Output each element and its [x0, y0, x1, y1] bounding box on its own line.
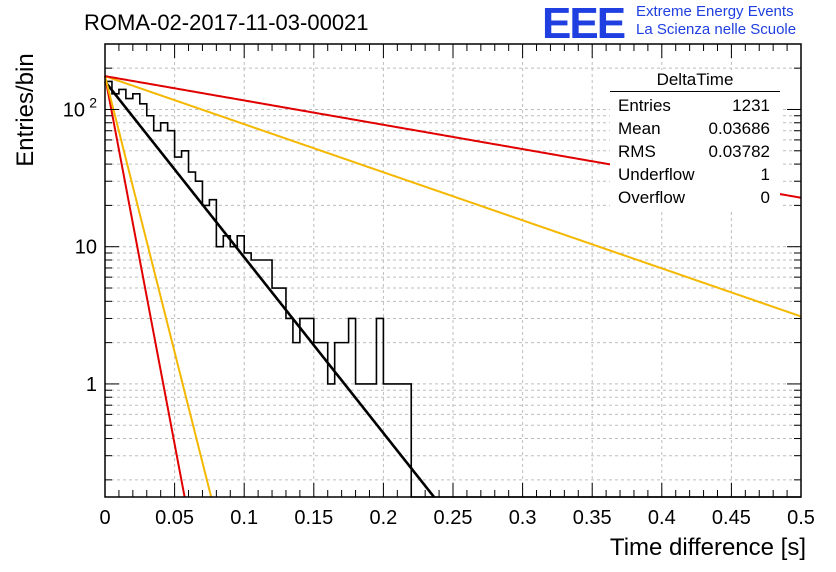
stats-row: RMS 0.03782 — [610, 140, 780, 163]
y-axis-label: Entries/bin — [12, 53, 39, 167]
stats-value: 0.03686 — [708, 119, 770, 138]
x-axis-label: Time difference [s] — [609, 534, 806, 561]
fit-curve-1 — [104, 75, 186, 498]
logo-line-2: La Scienza nelle Scuole — [636, 21, 797, 38]
x-tick-label: 0 — [99, 507, 110, 529]
x-tick-label: 0.45 — [712, 507, 751, 529]
stats-label: Overflow — [618, 188, 686, 207]
stats-value: 1 — [760, 165, 770, 184]
stats-title: DeltaTime — [610, 70, 780, 92]
x-tick-label: 0.5 — [787, 507, 815, 529]
fit-curve-3 — [104, 75, 802, 318]
y-tick-label: 10 — [75, 237, 97, 259]
x-tick-label: 0.15 — [294, 507, 333, 529]
stats-row: Entries 1231 — [610, 94, 780, 117]
run-title: ROMA-02-2017-11-03-00021 — [84, 10, 369, 35]
stats-value: 1231 — [732, 96, 770, 115]
eee-logo: EEE — [542, 0, 626, 48]
x-axis-ticks: 0 0.05 0.1 0.15 0.2 0.25 0.3 0.35 0.4 0.45 0.5 — [99, 44, 815, 529]
x-tick-label: 0.4 — [648, 507, 676, 529]
x-tick-label: 0.3 — [509, 507, 537, 529]
stats-label: Entries — [618, 96, 671, 115]
grid-lines — [104, 43, 802, 497]
stats-row: Underflow 1 — [610, 163, 780, 186]
y-tick-label: 1 — [86, 374, 97, 396]
x-tick-label: 0.05 — [155, 507, 194, 529]
y-tick-exponent: 2 — [89, 94, 97, 110]
x-tick-label: 0.35 — [573, 507, 612, 529]
eee-logo-text: Extreme Energy Events La Scienza nelle S… — [636, 3, 796, 39]
stats-value: 0.03782 — [708, 142, 770, 161]
fit-curves — [103, 75, 802, 498]
fit-curve-0 — [103, 80, 436, 498]
x-tick-label: 0.2 — [369, 507, 397, 529]
stats-value: 0 — [760, 188, 770, 207]
x-tick-label: 0.1 — [230, 507, 258, 529]
fit-curve-2 — [104, 75, 213, 498]
y-tick-label: 10 — [63, 99, 85, 121]
stats-label: Underflow — [618, 165, 695, 184]
stats-row: Mean 0.03686 — [610, 117, 780, 140]
stats-row: Overflow 0 — [610, 186, 780, 209]
stats-label: Mean — [618, 119, 661, 138]
x-tick-label: 0.25 — [434, 507, 473, 529]
stats-box: DeltaTime Entries 1231 Mean 0.03686 RMS 0.0… — [610, 70, 780, 209]
stats-label: RMS — [618, 142, 656, 161]
logo-line-1: Extreme Energy Events — [636, 3, 794, 20]
